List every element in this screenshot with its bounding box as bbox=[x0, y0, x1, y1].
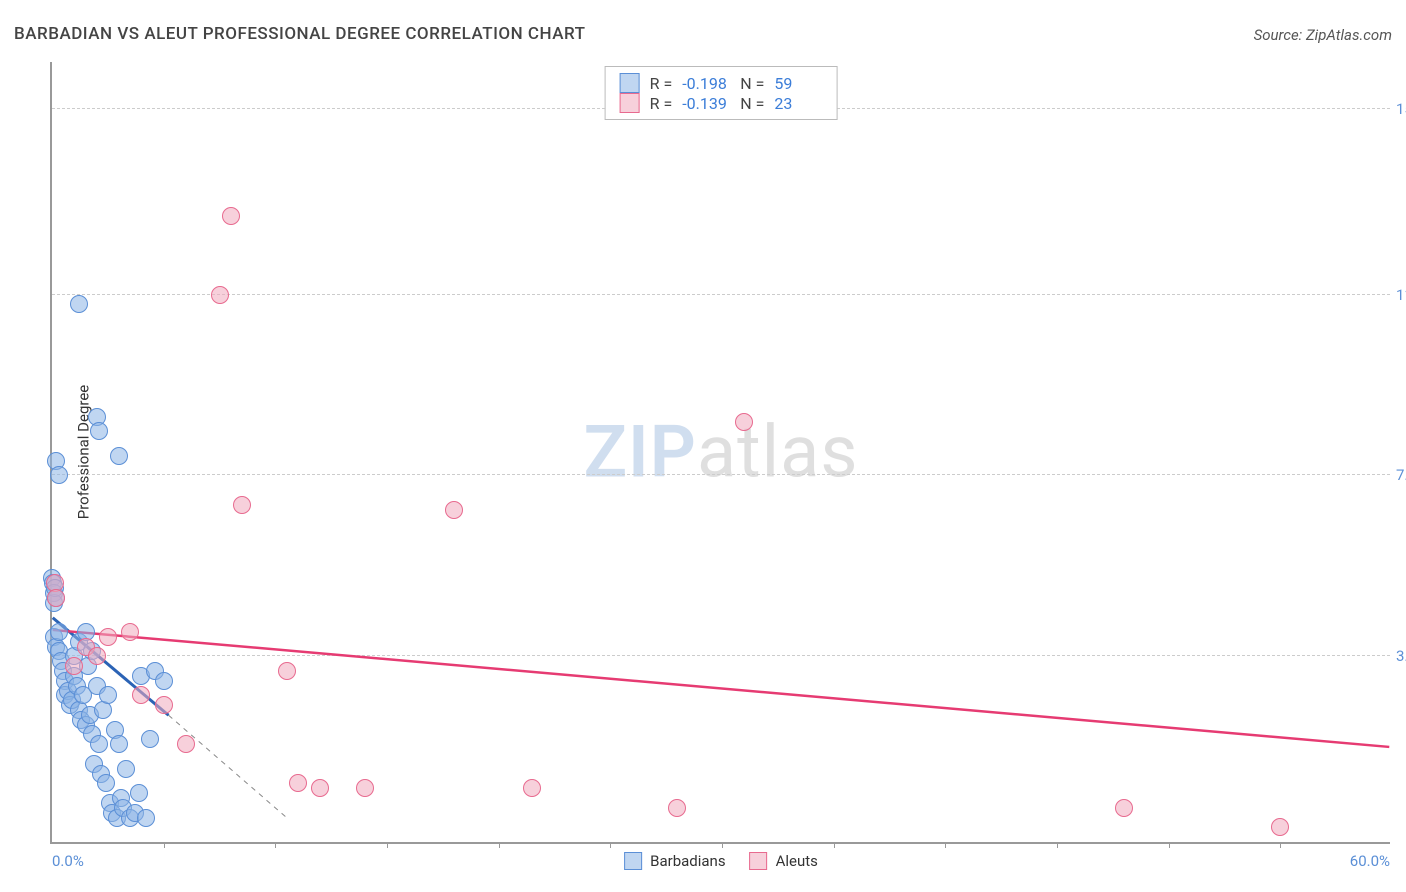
legend: Barbadians Aleuts bbox=[624, 852, 818, 870]
y-tick-label: 11.2% bbox=[1396, 286, 1406, 304]
swatch-barbadians bbox=[620, 73, 640, 93]
x-tick bbox=[1280, 842, 1281, 848]
trend-lines bbox=[52, 62, 1390, 842]
gridline: 3.8% bbox=[52, 655, 1390, 656]
y-tick-label: 3.8% bbox=[1396, 647, 1406, 665]
data-point bbox=[278, 662, 296, 680]
data-point bbox=[117, 760, 135, 778]
data-point bbox=[47, 589, 65, 607]
data-point bbox=[289, 774, 307, 792]
data-point bbox=[50, 623, 68, 641]
x-tick bbox=[834, 842, 835, 848]
data-point bbox=[445, 501, 463, 519]
data-point bbox=[1115, 799, 1133, 817]
data-point bbox=[155, 696, 173, 714]
data-point bbox=[311, 779, 329, 797]
stat-r-aleuts: -0.139 bbox=[682, 94, 730, 113]
watermark-atlas: atlas bbox=[697, 410, 859, 495]
data-point bbox=[88, 647, 106, 665]
stats-row-barbadians: R = -0.198 N = 59 bbox=[620, 73, 823, 93]
data-point bbox=[65, 657, 83, 675]
plot-area: Professional Degree ZIPatlas 3.8% 7.5% 11.… bbox=[50, 62, 1390, 844]
data-point bbox=[99, 686, 117, 704]
source-attribution: Source: ZipAtlas.com bbox=[1254, 26, 1392, 44]
chart-title: BARBADIAN VS ALEUT PROFESSIONAL DEGREE C… bbox=[14, 24, 585, 44]
legend-item-aleuts: Aleuts bbox=[750, 852, 818, 870]
stat-label-n: N = bbox=[740, 74, 764, 93]
x-axis-min-label: 0.0% bbox=[52, 852, 84, 870]
data-point bbox=[137, 809, 155, 827]
x-tick bbox=[499, 842, 500, 848]
data-point bbox=[233, 496, 251, 514]
correlation-stats-box: R = -0.198 N = 59 R = -0.139 N = 23 bbox=[605, 66, 838, 120]
data-point bbox=[155, 672, 173, 690]
x-tick bbox=[164, 842, 165, 848]
legend-label-barbadians: Barbadians bbox=[650, 852, 725, 870]
x-tick bbox=[945, 842, 946, 848]
data-point bbox=[70, 295, 88, 313]
x-tick bbox=[275, 842, 276, 848]
data-point bbox=[356, 779, 374, 797]
data-point bbox=[110, 447, 128, 465]
stat-n-aleuts: 23 bbox=[774, 94, 822, 113]
data-point bbox=[211, 286, 229, 304]
x-axis-max-label: 60.0% bbox=[1350, 852, 1390, 870]
x-tick bbox=[1169, 842, 1170, 848]
y-tick-label: 15.0% bbox=[1396, 100, 1406, 118]
data-point bbox=[141, 730, 159, 748]
data-point bbox=[735, 413, 753, 431]
stat-r-barbadians: -0.198 bbox=[682, 74, 730, 93]
data-point bbox=[121, 623, 139, 641]
data-point bbox=[132, 686, 150, 704]
data-point bbox=[130, 784, 148, 802]
data-point bbox=[523, 779, 541, 797]
swatch-aleuts bbox=[620, 93, 640, 113]
legend-swatch-aleuts bbox=[750, 852, 768, 870]
data-point bbox=[668, 799, 686, 817]
legend-label-aleuts: Aleuts bbox=[776, 852, 818, 870]
legend-swatch-barbadians bbox=[624, 852, 642, 870]
y-axis-title: Professional Degree bbox=[74, 385, 92, 520]
data-point bbox=[1271, 818, 1289, 836]
data-point bbox=[90, 422, 108, 440]
gridline: 11.2% bbox=[52, 294, 1390, 295]
stat-n-barbadians: 59 bbox=[774, 74, 822, 93]
stat-label-r: R = bbox=[650, 94, 673, 113]
x-tick bbox=[722, 842, 723, 848]
gridline: 7.5% bbox=[52, 474, 1390, 475]
data-point bbox=[99, 628, 117, 646]
y-tick-label: 7.5% bbox=[1396, 466, 1406, 484]
watermark: ZIPatlas bbox=[583, 410, 858, 495]
legend-item-barbadians: Barbadians bbox=[624, 852, 725, 870]
stats-row-aleuts: R = -0.139 N = 23 bbox=[620, 93, 823, 113]
data-point bbox=[97, 774, 115, 792]
data-point bbox=[90, 735, 108, 753]
watermark-zip: ZIP bbox=[583, 410, 696, 495]
stat-label-r: R = bbox=[650, 74, 673, 93]
data-point bbox=[177, 735, 195, 753]
x-tick bbox=[387, 842, 388, 848]
x-tick bbox=[610, 842, 611, 848]
stat-label-n: N = bbox=[740, 94, 764, 113]
data-point bbox=[110, 735, 128, 753]
data-point bbox=[222, 207, 240, 225]
data-point bbox=[50, 466, 68, 484]
x-tick bbox=[1057, 842, 1058, 848]
